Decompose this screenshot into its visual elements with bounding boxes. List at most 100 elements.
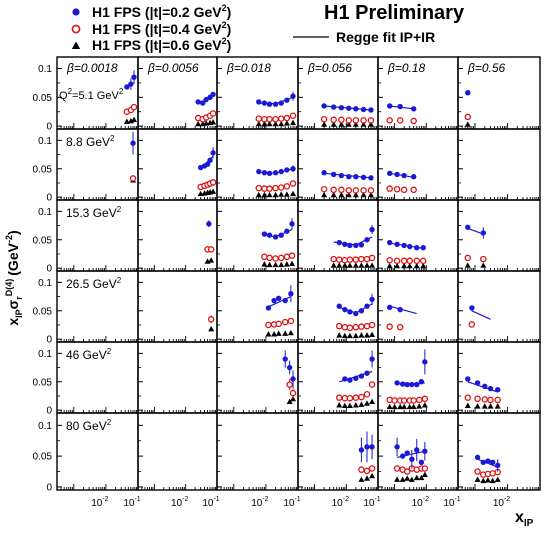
panel-frame [457,128,541,201]
point-t04 [368,381,376,388]
point-t02 [399,381,406,387]
point-t02 [418,379,425,385]
point-t06 [283,191,290,197]
point-t02 [358,447,365,453]
beta-label-1: β=0.0056 [147,61,199,75]
point-t02 [272,234,279,240]
point-t06 [352,332,359,339]
point-t04 [480,255,487,263]
y-tick-label: 0.05 [33,235,53,246]
point-t02 [401,172,407,179]
point-t04 [336,322,343,330]
point-t06 [481,403,488,409]
point-t06 [404,475,411,481]
point-t06 [265,331,272,337]
point-t04 [400,397,408,404]
point-t06 [364,400,371,406]
point-t02 [284,97,290,103]
point-t04 [367,117,375,124]
point-t02 [321,103,327,109]
panel-data-r2-c4 [386,239,427,269]
x-axis-label: xIP [515,509,534,529]
point-t06 [421,402,428,408]
point-t02 [422,359,428,365]
point-t02 [278,100,284,106]
panel-frame [137,412,218,491]
point-t04 [345,187,353,194]
point-t04 [289,180,297,187]
y-tick-label: 0 [46,264,52,275]
point-t04 [265,321,272,329]
point-t04 [352,117,360,124]
point-t04 [320,185,328,193]
panel-frame [216,412,299,491]
point-t04 [391,397,398,404]
point-t02 [203,96,209,103]
point-t06 [352,262,359,268]
point-t02 [261,170,268,176]
y-tick-label: 0.05 [33,377,53,388]
point-t02 [124,84,130,90]
point-t06 [282,330,289,336]
x-tick-label: 10-1 [202,496,219,509]
point-t06 [255,120,262,127]
point-t06 [341,332,348,339]
legend-entry-t04: H1 FPS (|t|=0.4 GeV2) [71,20,231,37]
point-t02 [495,387,501,393]
point-t04 [358,393,365,401]
point-t02 [353,310,359,317]
point-t02 [465,224,471,230]
point-t02 [336,239,342,246]
x-tick-label: 10-2 [412,496,429,509]
point-t02 [407,243,413,250]
point-t04 [336,256,343,263]
point-t06 [336,332,343,338]
point-t04 [255,115,263,122]
point-t02 [282,297,288,304]
point-t02 [353,375,359,382]
point-t06 [391,403,398,410]
point-t02 [394,380,400,386]
point-t06 [420,262,427,269]
point-t04 [272,184,279,192]
panel-r3-c1 [137,270,218,343]
point-t04 [277,184,285,191]
point-t04 [363,322,371,330]
point-t02 [397,306,403,313]
point-t02 [465,376,471,382]
point-t04 [413,257,420,265]
point-t02 [130,140,136,146]
point-t04 [360,187,367,194]
panel-data-r0-c1 [194,91,217,127]
panel-frame [457,199,541,272]
point-t04 [129,175,137,182]
point-t04 [386,185,393,192]
q2-label-5: 80 GeV2 [66,418,112,433]
point-t02 [409,456,415,462]
point-t06 [464,121,471,127]
point-t04 [261,185,268,192]
panel-data-r3-c5 [468,305,491,328]
point-t02 [342,306,348,313]
point-t06 [266,261,273,268]
point-t04 [352,256,360,263]
point-t04 [358,323,365,330]
point-t04 [360,117,367,124]
point-t04 [403,468,411,475]
point-t02 [278,232,284,238]
point-t02 [489,459,496,465]
beta-label-3: β=0.056 [307,61,352,75]
point-t06 [394,262,401,269]
point-t06 [278,120,285,127]
point-t04 [410,397,417,404]
point-t02 [278,168,284,175]
q2-label-3: 26.5 GeV2 [66,276,122,291]
point-t04 [368,465,376,472]
point-t02 [206,221,212,227]
point-t02 [330,171,337,178]
point-t06 [338,191,345,198]
point-t02 [210,150,216,156]
q2-label-4: 46 GeV2 [66,347,112,362]
point-t06 [210,119,217,125]
point-t04 [283,183,291,190]
